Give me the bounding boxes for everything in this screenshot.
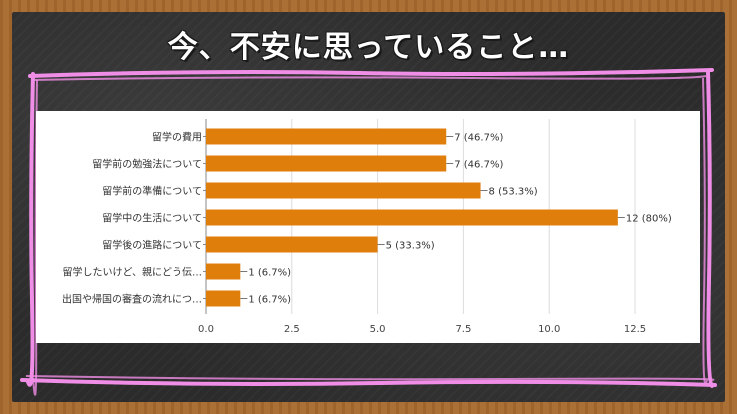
data-label: 5 (33.3%) — [386, 241, 435, 252]
bar — [206, 290, 241, 307]
x-tick-label: 10.0 — [538, 324, 560, 335]
bar — [206, 155, 447, 172]
category-label: 留学前の勉強法について — [92, 158, 202, 171]
data-label: 7 (46.7%) — [454, 133, 503, 144]
bar — [206, 128, 447, 145]
bar — [206, 236, 378, 253]
bar — [206, 209, 618, 226]
data-label: 7 (46.7%) — [454, 160, 503, 171]
chart-panel: 0.0 2.5 5.0 7.5 10.0 12.5 留学の費用 7 (46.7%) 留学前の勉強… — [36, 111, 700, 343]
category-label: 留学前の準備について — [102, 185, 202, 198]
bar — [206, 263, 241, 280]
page-title: 今、不安に思っていること… — [167, 30, 570, 65]
category-label: 留学したいけど、親にどう伝… — [63, 266, 203, 279]
category-label: 留学後の進路について — [102, 239, 202, 252]
x-tick-label: 7.5 — [455, 324, 471, 335]
x-tick-label: 0.0 — [198, 324, 214, 335]
bar — [206, 182, 481, 199]
x-tick-label: 12.5 — [624, 324, 646, 335]
data-label: 1 (6.7%) — [248, 295, 291, 306]
data-label: 8 (53.3%) — [489, 187, 538, 198]
x-tick-label: 5.0 — [370, 324, 386, 335]
category-label: 留学の費用 — [152, 131, 202, 144]
data-label: 1 (6.7%) — [248, 268, 291, 279]
category-label: 出国や帰国の審査の流れにつ… — [62, 293, 202, 306]
category-label: 留学中の生活について — [102, 212, 202, 225]
data-label: 12 (80%) — [626, 214, 672, 225]
bar-chart: 0.0 2.5 5.0 7.5 10.0 12.5 留学の費用 7 (46.7%) 留学前の勉強… — [62, 119, 672, 335]
x-tick-label: 2.5 — [284, 324, 300, 335]
